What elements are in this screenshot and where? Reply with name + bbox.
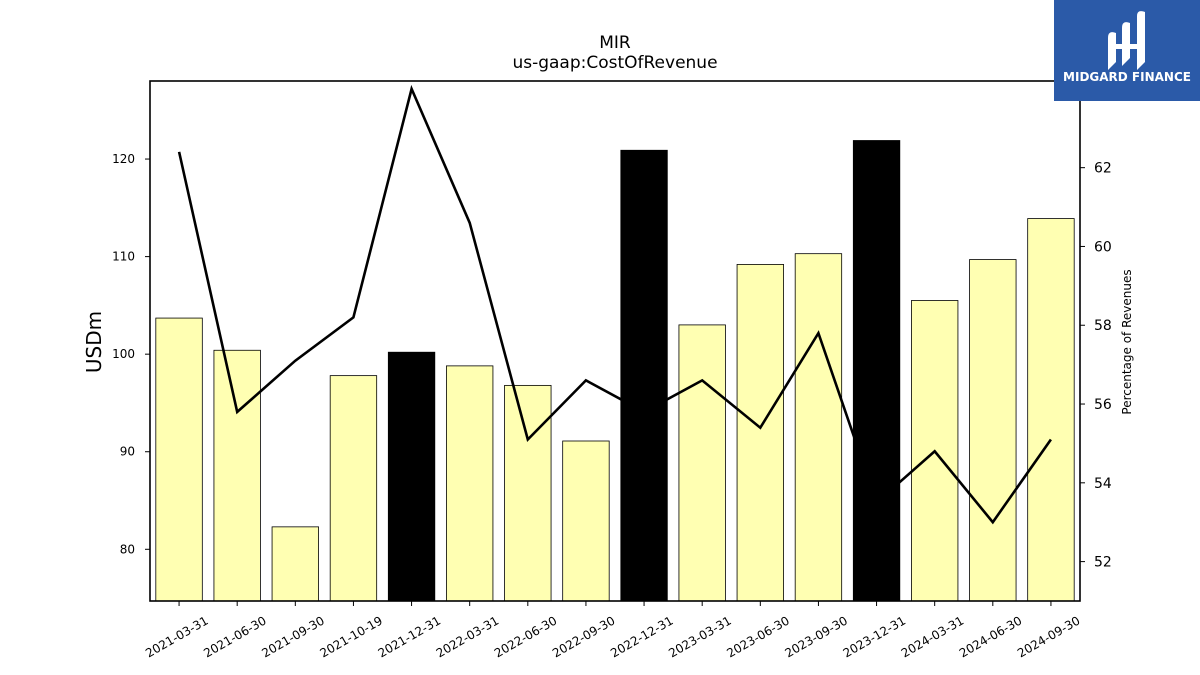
x-tick-label: 2023-12-31 xyxy=(841,613,908,660)
bar-2023-03-31 xyxy=(678,324,726,601)
x-tick-label: 2024-03-31 xyxy=(899,613,966,660)
axes-layer: 80901001101205254565860622021-03-312021-… xyxy=(112,80,1112,660)
y-tick-label: 120 xyxy=(112,152,135,166)
chart-subtitle: us-gaap:CostOfRevenue xyxy=(512,53,717,73)
x-tick-label: 2021-09-30 xyxy=(259,613,326,660)
y-right-tick-label: 56 xyxy=(1094,397,1112,413)
bar-2024-06-30 xyxy=(969,259,1017,601)
bars-layer xyxy=(155,140,1075,601)
chart-title: MIR xyxy=(599,33,631,53)
y-tick-label: 90 xyxy=(120,445,135,459)
y-axis-right-label: Percentage of Revenues xyxy=(1120,269,1134,414)
x-tick-label: 2023-09-30 xyxy=(783,613,850,660)
bar-2022-06-30 xyxy=(504,384,552,601)
logo-mark-icon xyxy=(1108,11,1145,71)
line-layer xyxy=(177,84,1052,525)
bar-2021-09-30 xyxy=(271,526,319,601)
x-tick-label: 2021-03-31 xyxy=(143,613,210,660)
x-tick-label: 2022-09-30 xyxy=(550,613,617,660)
bar-2023-06-30 xyxy=(736,264,784,601)
y-axis-label: USDm xyxy=(82,311,106,373)
x-tick-label: 2024-09-30 xyxy=(1015,613,1082,660)
x-tick-label: 2022-03-31 xyxy=(434,613,501,660)
x-tick-label: 2021-06-30 xyxy=(201,613,268,660)
y-tick-label: 80 xyxy=(120,542,135,556)
y-right-tick-label: 54 xyxy=(1094,476,1112,492)
y-tick-label: 110 xyxy=(112,250,135,264)
x-tick-label: 2022-06-30 xyxy=(492,613,559,660)
bar-2023-12-31 xyxy=(852,140,901,601)
x-tick-label: 2023-03-31 xyxy=(666,613,733,660)
x-tick-label: 2021-12-31 xyxy=(376,613,443,660)
y-tick-label: 100 xyxy=(112,347,135,361)
bar-2021-10-19 xyxy=(329,375,378,601)
bar-2023-09-30 xyxy=(794,253,843,601)
plot-frame xyxy=(149,80,1081,602)
x-tick-label: 2022-12-31 xyxy=(608,613,675,660)
bar-2022-12-31 xyxy=(620,149,668,601)
bar-2021-06-30 xyxy=(213,349,261,601)
y-right-tick-label: 62 xyxy=(1094,161,1112,177)
bar-2022-09-30 xyxy=(562,440,610,601)
y-right-tick-label: 52 xyxy=(1094,555,1112,571)
x-tick-label: 2021-10-19 xyxy=(318,613,385,660)
x-tick-label: 2024-06-30 xyxy=(957,613,1024,660)
y-right-tick-label: 60 xyxy=(1094,239,1112,255)
percentage-line xyxy=(177,84,1052,525)
logo-text: MIDGARD FINANCE xyxy=(1063,70,1191,84)
bar-2022-03-31 xyxy=(446,365,494,601)
x-tick-label: 2023-06-30 xyxy=(724,613,791,660)
bar-2021-03-31 xyxy=(155,317,203,601)
bar-2021-12-31 xyxy=(387,351,436,601)
bar-2024-09-30 xyxy=(1027,218,1075,601)
y-right-tick-label: 58 xyxy=(1094,318,1112,334)
logo: MIDGARD FINANCE xyxy=(1054,0,1200,101)
